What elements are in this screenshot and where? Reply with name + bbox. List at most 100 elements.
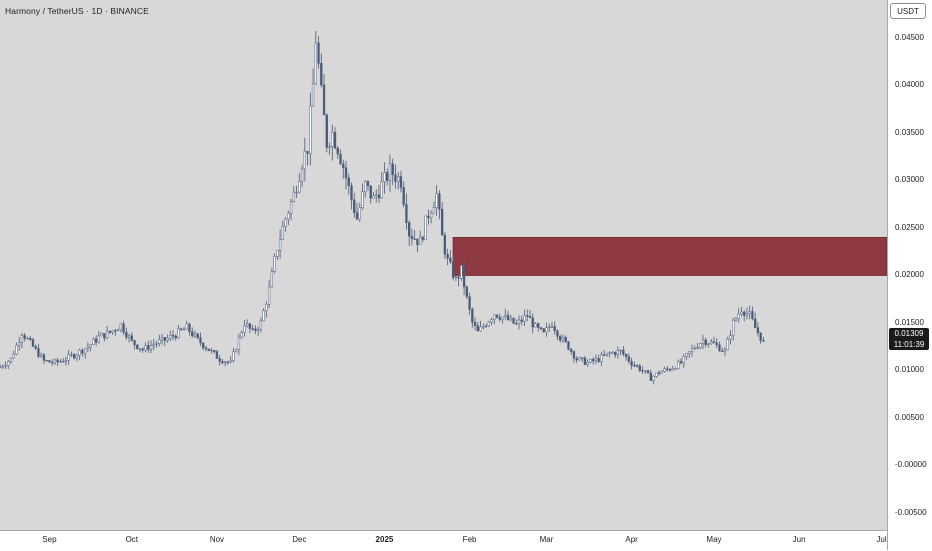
candle	[347, 173, 350, 195]
candle	[45, 359, 48, 362]
candle-body	[155, 343, 158, 345]
candle	[465, 285, 468, 300]
candle	[333, 127, 337, 150]
candle	[364, 180, 367, 198]
candle	[270, 267, 274, 288]
candle-body	[149, 345, 153, 350]
candle-body	[515, 323, 518, 325]
candle	[732, 317, 735, 341]
candle	[471, 307, 474, 328]
candle	[512, 317, 515, 325]
candle	[125, 327, 128, 340]
candle	[666, 365, 669, 372]
resistance-zone[interactable]	[452, 237, 887, 276]
candle	[243, 319, 246, 337]
candle	[64, 356, 68, 366]
candle	[435, 185, 438, 216]
candle-body	[394, 174, 397, 182]
candle	[278, 229, 282, 259]
candle-body	[572, 351, 576, 359]
candle	[729, 330, 732, 345]
candle-body	[597, 358, 600, 362]
candle-body	[125, 332, 128, 338]
candle-body	[180, 328, 183, 330]
candle	[633, 361, 636, 368]
candle	[267, 279, 271, 308]
candle-body	[613, 352, 617, 356]
candle-body	[317, 42, 320, 64]
candle-body	[688, 351, 691, 354]
candle-body	[218, 358, 221, 362]
candle	[193, 330, 197, 339]
candle-body	[237, 336, 241, 350]
candle-body	[622, 349, 625, 355]
candle	[644, 370, 647, 375]
candle-body	[413, 238, 416, 240]
candle	[652, 375, 655, 385]
candle	[284, 217, 287, 232]
candle-body	[419, 237, 422, 246]
currency-badge[interactable]: USDT	[890, 3, 926, 19]
candle	[570, 347, 573, 355]
candle-body	[655, 372, 658, 377]
candle	[366, 180, 370, 191]
candle-body	[29, 338, 32, 340]
candle	[501, 316, 504, 324]
candle	[202, 342, 205, 351]
candle-body	[221, 361, 224, 364]
candle-body	[383, 172, 386, 183]
candle-body	[213, 350, 216, 352]
candle-body	[284, 218, 287, 227]
candle-body	[251, 328, 254, 330]
candle	[490, 317, 493, 326]
candle	[526, 309, 529, 322]
candle-body	[440, 209, 444, 236]
candle-body	[553, 326, 556, 331]
time-axis[interactable]	[0, 530, 887, 551]
candle-body	[320, 63, 323, 86]
candle-body	[408, 222, 411, 237]
candle	[619, 349, 622, 355]
candle-body	[657, 372, 661, 374]
candle	[207, 348, 210, 352]
candle	[737, 308, 740, 323]
candle-body	[679, 361, 683, 364]
candle-body	[624, 353, 628, 357]
candle-body	[232, 351, 235, 361]
candle-body	[520, 319, 523, 322]
candle-body	[45, 360, 48, 362]
candle-body	[737, 313, 740, 319]
candle	[15, 342, 18, 356]
candle-body	[256, 328, 260, 331]
candle	[339, 149, 342, 166]
candle-body	[476, 325, 479, 332]
candle	[454, 274, 458, 281]
candle-body	[336, 147, 339, 155]
candle	[649, 369, 652, 381]
candle-body	[559, 336, 562, 341]
price-axis[interactable]	[887, 0, 932, 550]
candle	[405, 193, 408, 230]
candle-body	[361, 191, 364, 208]
candle	[476, 322, 479, 332]
candle	[246, 319, 249, 328]
candle-body	[276, 250, 279, 257]
candle	[479, 320, 482, 332]
candle	[78, 348, 81, 361]
candle-body	[402, 187, 405, 205]
candle-body	[311, 83, 315, 107]
candle	[602, 350, 606, 356]
candle-body	[696, 347, 699, 349]
candle	[160, 333, 164, 345]
price-tick-label: 0.01500	[895, 317, 924, 327]
candle-body	[630, 361, 633, 366]
symbol-title[interactable]: Harmony / TetherUS · 1D · BINANCE	[5, 6, 149, 16]
candle-body	[699, 343, 702, 348]
candle-body	[207, 348, 210, 351]
candle-body	[328, 146, 331, 148]
candle-body	[608, 352, 611, 354]
time-tick-label: Jul	[876, 535, 887, 544]
candle	[655, 372, 658, 378]
candle-body	[133, 340, 136, 346]
candle-body	[682, 356, 685, 364]
